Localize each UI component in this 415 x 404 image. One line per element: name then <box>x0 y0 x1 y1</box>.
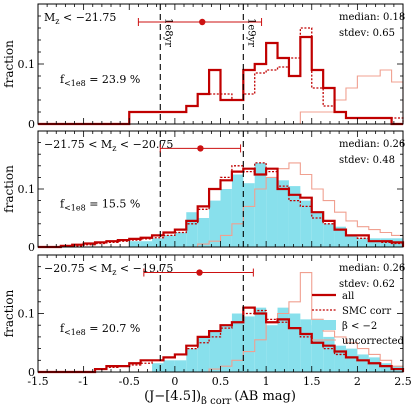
beta-bar <box>243 183 255 247</box>
beta-bar <box>140 241 153 247</box>
y-tick-label: 0 <box>28 118 35 131</box>
beta-bar <box>345 348 358 372</box>
beta-bar <box>357 238 369 247</box>
median-label: median: 0.26 <box>339 263 405 274</box>
stdev-label: stdev: 0.48 <box>339 155 395 166</box>
beta-bar <box>209 331 221 372</box>
beta-bar <box>163 360 175 372</box>
beta-bar <box>311 325 324 372</box>
beta-bar <box>266 177 278 247</box>
x-tick-label: 1 <box>263 375 270 388</box>
beta-bar <box>220 325 232 372</box>
x-tick-label: -1.5 <box>27 375 48 388</box>
beta-bar <box>368 357 381 373</box>
beta-bar <box>311 212 324 247</box>
x-axis-label-unit: (AB mag) <box>234 389 296 404</box>
beta-bar <box>323 223 335 247</box>
x-tick-label: 1.5 <box>303 375 321 388</box>
beta-bar <box>174 232 187 247</box>
beta-bar <box>243 316 255 372</box>
beta-bar <box>174 360 187 372</box>
all-histogram <box>38 306 405 374</box>
median-label: median: 0.18 <box>339 12 405 23</box>
beta-bar <box>266 325 278 372</box>
beta-bar <box>186 348 198 372</box>
median-label: median: 0.26 <box>339 139 405 150</box>
x-tick-label: 0 <box>171 375 178 388</box>
median-marker <box>199 18 206 26</box>
x-tick-label: -0.5 <box>119 375 140 388</box>
beta-bar <box>277 180 289 247</box>
beta-bar <box>163 235 175 247</box>
beta-bar <box>197 218 210 247</box>
fraction-young-label: f<1e8 = 20.7 % <box>60 322 140 337</box>
all-histogram <box>38 167 405 249</box>
y-tick-label: 0.1 <box>18 308 36 321</box>
beta-bar <box>300 200 312 247</box>
beta-bar <box>152 238 164 247</box>
beta-bar <box>357 354 369 372</box>
beta-bar <box>323 336 335 372</box>
legend-swatch-beta <box>312 320 336 330</box>
beta-bar <box>277 307 289 372</box>
y-tick-label: 0 <box>28 366 35 379</box>
median-marker <box>196 269 203 276</box>
beta-bar <box>380 363 392 372</box>
beta-bar <box>220 189 232 247</box>
legend-label-beta: β < −2 <box>342 321 377 332</box>
y-tick-label: 0.1 <box>18 58 36 71</box>
magnitude-bin-label: −21.75 < Mz < −20.75 <box>44 138 173 153</box>
x-tick-label: 2 <box>354 375 361 388</box>
y-tick-label: 0 <box>28 241 35 254</box>
y-axis-label: fraction <box>2 165 16 213</box>
fraction-young-label: f<1e8 = 15.5 % <box>60 198 140 213</box>
beta-bar <box>334 226 346 247</box>
legend-label-all: all <box>342 291 354 302</box>
x-axis-label-main: (J−[4.5]) <box>144 389 201 404</box>
stdev-label: stdev: 0.62 <box>339 279 395 290</box>
x-axis-label: (J−[4.5])β corr (AB mag) <box>144 389 296 404</box>
x-axis-label-sub: β corr <box>201 396 231 404</box>
y-axis-label: fraction <box>2 40 16 88</box>
beta-bar <box>186 212 198 247</box>
beta-bar <box>231 174 244 247</box>
legend: all SMC corr β < −2 uncorrected <box>312 291 405 347</box>
beta-bar <box>209 200 221 247</box>
stdev-label: stdev: 0.65 <box>339 28 395 39</box>
x-tick-label: -1 <box>78 375 89 388</box>
age-line-label: 1e9yr <box>245 18 256 47</box>
beta-bar <box>345 235 358 247</box>
beta-bar <box>288 313 301 372</box>
fraction-young-label: f<1e8 = 23.9 % <box>60 73 140 88</box>
y-axis-label: fraction <box>2 289 16 337</box>
beta-bar <box>152 363 164 372</box>
beta-bar <box>288 186 301 247</box>
y-tick-label: 0.1 <box>18 183 36 196</box>
legend-label-uncorrected: uncorrected <box>342 336 405 347</box>
beta-bar <box>129 241 141 247</box>
beta-bar <box>197 336 210 372</box>
beta-bar <box>334 345 346 372</box>
magnitude-bin-label: −20.75 < Mz < −19.75 <box>44 262 173 277</box>
median-marker <box>197 145 204 152</box>
x-tick-label: 0.5 <box>212 375 230 388</box>
beta-bar <box>368 238 381 247</box>
x-tick-label: 2.5 <box>394 375 412 388</box>
magnitude-bin-label: Mz < −21.75 <box>44 11 116 26</box>
beta-bar <box>300 319 312 372</box>
beta-bar <box>231 313 244 372</box>
age-line-label: 1e8yr <box>162 18 173 47</box>
legend-label-smc: SMC corr <box>342 306 391 317</box>
beta-bar <box>254 162 267 247</box>
